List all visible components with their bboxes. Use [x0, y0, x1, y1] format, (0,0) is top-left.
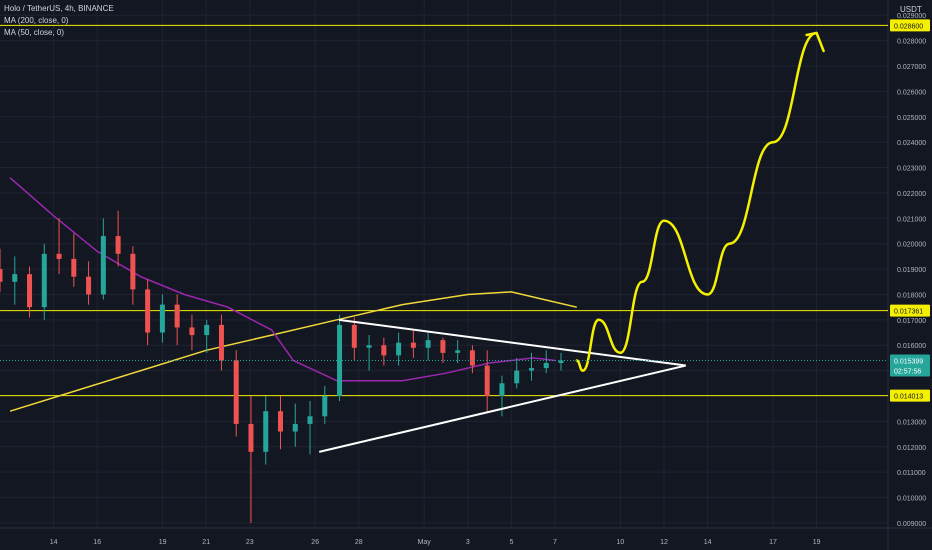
candle-body	[204, 324, 210, 336]
candle-body	[322, 396, 328, 417]
x-tick-label: 19	[813, 539, 821, 546]
candle-body	[543, 363, 549, 369]
candle-body	[56, 253, 62, 259]
y-tick-label: 0.024000	[897, 140, 926, 147]
candle-body	[455, 350, 461, 353]
triangle-upper-trendline[interactable]	[338, 318, 686, 367]
y-tick-label: 0.012000	[897, 445, 926, 452]
x-tick-label: May	[418, 539, 432, 546]
y-tick-label: 0.020000	[897, 242, 926, 249]
candle-body	[307, 416, 313, 424]
chart-legend: Holo / TetherUS, 4h, BINANCE MA (200, cl…	[4, 3, 114, 39]
candle-body	[248, 423, 254, 452]
candle-body	[159, 304, 165, 333]
x-tick-label: 10	[617, 539, 625, 546]
candle-body	[86, 276, 92, 295]
candle-body	[558, 360, 564, 363]
y-tick-label: 0.010000	[897, 496, 926, 503]
y-tick-label: 0.013000	[897, 419, 926, 426]
bar-countdown-text: 02:57:56	[894, 368, 921, 375]
projection-arrowhead	[805, 31, 825, 53]
candle-body	[263, 411, 269, 452]
x-tick-label: 21	[202, 539, 210, 546]
candle-body	[366, 345, 372, 348]
projection-path[interactable]	[575, 31, 818, 372]
candle-body	[12, 274, 18, 282]
x-tick-label: 14	[704, 539, 712, 546]
y-tick-label: 0.016000	[897, 343, 926, 350]
candle-body	[115, 236, 121, 254]
x-tick-label: 26	[311, 539, 319, 546]
candle-body	[71, 258, 77, 277]
level-price-badge-text: 0.028600	[894, 23, 923, 30]
y-tick-label: 0.017000	[897, 318, 926, 325]
candle-body	[174, 304, 180, 328]
legend-title: Holo / TetherUS, 4h, BINANCE	[4, 4, 114, 13]
candle-body	[41, 253, 47, 308]
candle-body	[514, 370, 520, 384]
legend-ma200: MA (200, close, 0)	[4, 16, 69, 25]
level-price-badge	[890, 304, 930, 317]
x-tick-label: 16	[93, 539, 101, 546]
last-price-text: 0.015399	[894, 358, 923, 365]
y-tick-label: 0.028000	[897, 39, 926, 46]
level-price-badge-text: 0.014013	[894, 394, 923, 401]
x-tick-label: 14	[50, 539, 58, 546]
y-tick-label: 0.018000	[897, 292, 926, 299]
candle-body	[528, 368, 534, 371]
x-tick-label: 17	[769, 539, 777, 546]
y-tick-label: 0.025000	[897, 115, 926, 122]
candle-body	[499, 383, 505, 396]
candle-body	[278, 411, 283, 432]
candle-body	[27, 274, 33, 308]
y-tick-label: 0.009000	[897, 521, 926, 528]
x-tick-label: 19	[159, 539, 167, 546]
candle-body	[381, 345, 387, 356]
y-tick-label: 0.021000	[897, 216, 926, 223]
candle-body	[351, 324, 357, 348]
x-tick-label: 7	[553, 539, 557, 546]
last-price-badge	[890, 354, 930, 377]
x-tick-label: 5	[509, 539, 513, 546]
x-tick-label: 3	[466, 539, 470, 546]
y-tick-label: 0.019000	[897, 267, 926, 274]
level-price-badge	[890, 19, 930, 32]
price-axis-unit[interactable]: USDT	[900, 5, 922, 14]
x-tick-label: 23	[246, 539, 254, 546]
candle-body	[484, 365, 490, 396]
level-price-badge	[890, 389, 930, 402]
y-tick-label: 0.022000	[897, 191, 926, 198]
candle-body	[425, 340, 431, 348]
y-tick-label: 0.011000	[897, 470, 926, 477]
y-tick-label: 0.027000	[897, 64, 926, 71]
candle-body	[440, 340, 446, 353]
candle-body	[218, 324, 224, 361]
y-tick-label: 0.026000	[897, 89, 926, 96]
legend-ma50: MA (50, close, 0)	[4, 28, 65, 37]
level-price-badge-text: 0.017361	[894, 309, 923, 316]
candle-body	[396, 342, 402, 356]
candle-body	[189, 327, 195, 336]
candle-body	[100, 236, 106, 295]
candle-body	[130, 253, 136, 290]
candle-body	[145, 289, 151, 333]
y-tick-label: 0.029000	[897, 13, 926, 20]
ma200-line	[9, 291, 577, 412]
candle-body	[469, 350, 475, 366]
candle-body	[0, 269, 3, 282]
candle-body	[410, 342, 416, 348]
y-tick-label: 0.023000	[897, 166, 926, 173]
candle-body	[233, 360, 239, 424]
x-tick-label: 12	[660, 539, 668, 546]
triangle-lower-trendline[interactable]	[318, 364, 687, 453]
x-tick-label: 28	[355, 539, 363, 546]
candle-body	[292, 423, 298, 432]
